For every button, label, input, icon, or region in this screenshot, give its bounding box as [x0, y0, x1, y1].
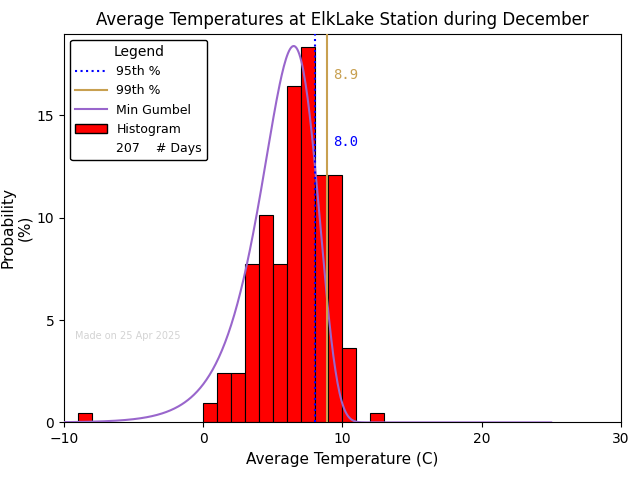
Bar: [301, 47, 315, 422]
Title: Average Temperatures at ElkLake Station during December: Average Temperatures at ElkLake Station …: [96, 11, 589, 29]
Bar: [342, 348, 356, 422]
Text: 8.0: 8.0: [333, 135, 358, 149]
Bar: [231, 373, 245, 422]
Bar: [370, 413, 384, 422]
Bar: [328, 175, 342, 422]
Bar: [245, 264, 259, 422]
Bar: [315, 175, 328, 422]
Legend: 95th %, 99th %, Min Gumbel, Histogram, 207    # Days: 95th %, 99th %, Min Gumbel, Histogram, 2…: [70, 40, 207, 160]
Text: 8.9: 8.9: [333, 68, 358, 82]
Bar: [287, 86, 301, 422]
Bar: [204, 403, 217, 422]
Bar: [259, 215, 273, 422]
Bar: [273, 264, 287, 422]
Y-axis label: Probability
(%): Probability (%): [0, 188, 33, 268]
Text: Made on 25 Apr 2025: Made on 25 Apr 2025: [75, 331, 180, 341]
Bar: [78, 413, 92, 422]
X-axis label: Average Temperature (C): Average Temperature (C): [246, 452, 438, 467]
Bar: [217, 373, 231, 422]
